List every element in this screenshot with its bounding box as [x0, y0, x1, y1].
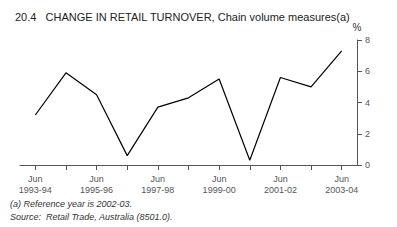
svg-text:2: 2: [365, 129, 370, 139]
svg-text:1995-96: 1995-96: [80, 185, 113, 195]
svg-text:Jun: Jun: [273, 174, 288, 184]
svg-text:6: 6: [365, 66, 370, 76]
svg-text:Jun: Jun: [212, 174, 227, 184]
svg-text:1999-00: 1999-00: [203, 185, 236, 195]
svg-text:Jun: Jun: [28, 174, 43, 184]
svg-text:Source: Retail Trade, Austral: Source: Retail Trade, Australia (8501.0)…: [10, 212, 173, 222]
svg-text:1993-94: 1993-94: [19, 185, 52, 195]
svg-text:2003-04: 2003-04: [325, 185, 358, 195]
svg-text:Jun: Jun: [334, 174, 349, 184]
svg-text:0: 0: [365, 160, 370, 170]
svg-text:20.4 CHANGE IN RETAIL TURNOV: 20.4 CHANGE IN RETAIL TURNOVER, Chain vo…: [15, 11, 350, 23]
svg-text:4: 4: [365, 98, 370, 108]
svg-text:Jun: Jun: [151, 174, 166, 184]
svg-text:8: 8: [365, 35, 370, 45]
svg-text:2001-02: 2001-02: [264, 185, 297, 195]
svg-text:%: %: [353, 22, 362, 33]
svg-text:1997-98: 1997-98: [141, 185, 174, 195]
svg-text:Jun: Jun: [89, 174, 104, 184]
svg-text:(a) Reference year is 2002-03.: (a) Reference year is 2002-03.: [10, 199, 132, 209]
